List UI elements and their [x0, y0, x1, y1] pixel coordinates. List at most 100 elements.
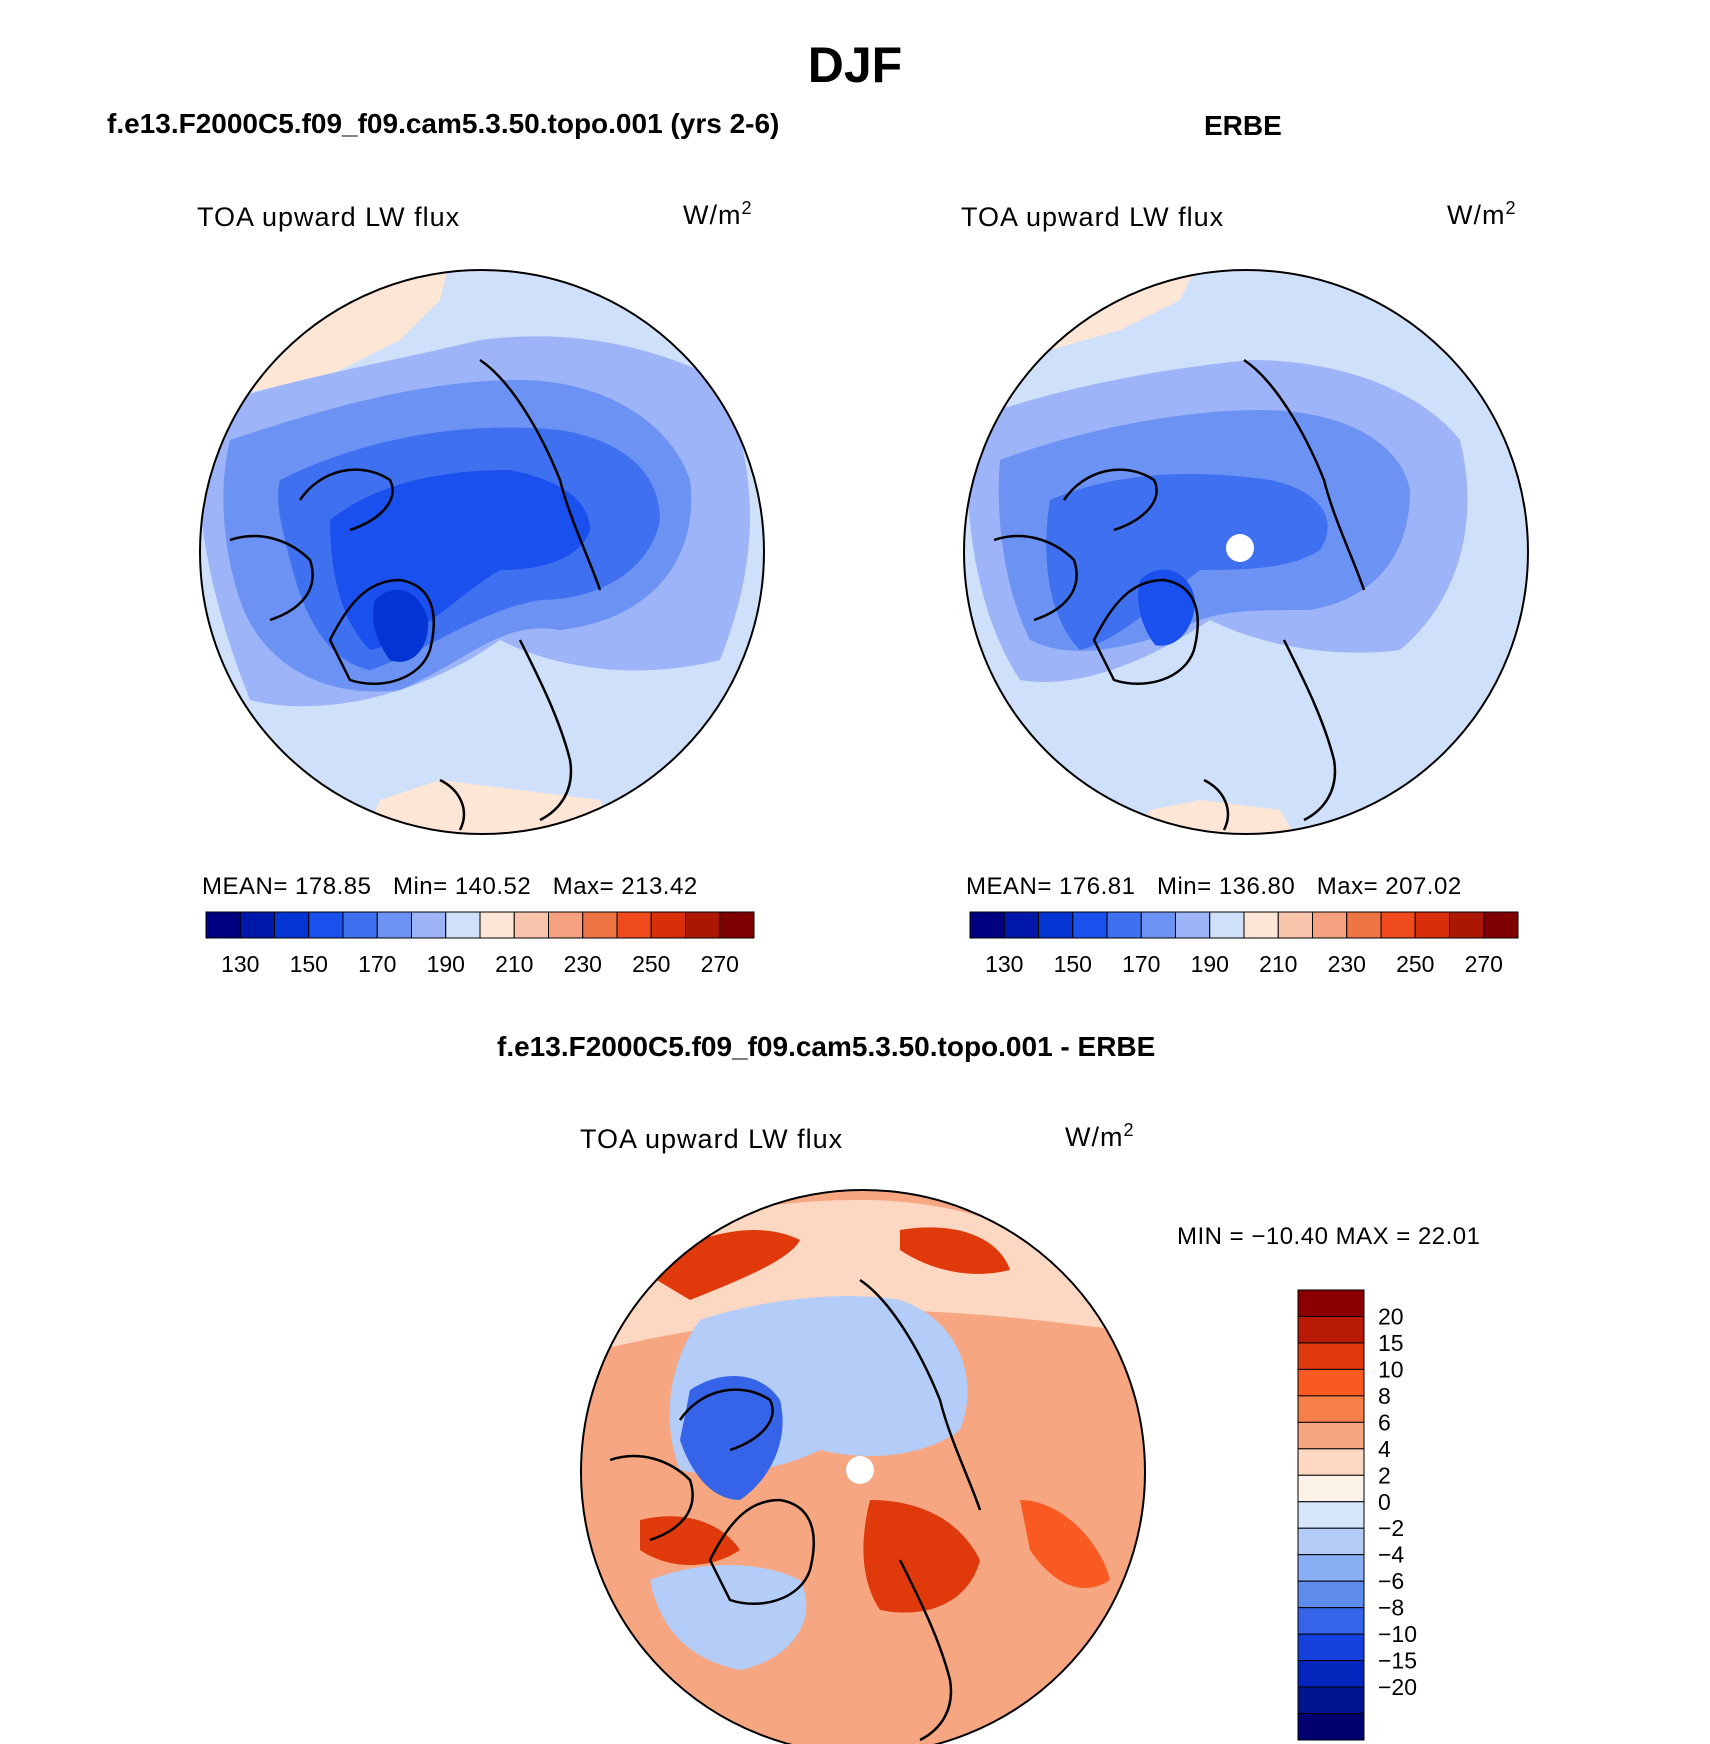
colorbar-swatch: [479, 911, 515, 939]
units-label-obs: W/m2: [1447, 198, 1517, 230]
panel-title-obs: ERBE: [1204, 110, 1282, 141]
colorbar-swatch: [342, 911, 378, 939]
panel-title-model: f.e13.F2000C5.f09_f09.cam5.3.50.topo.001…: [107, 108, 780, 139]
colorbar-tick-label: 250: [1396, 951, 1434, 977]
colorbar-swatch: [1297, 1289, 1365, 1317]
colorbar-tick-label: 0: [1378, 1489, 1391, 1515]
colorbar-swatch: [1449, 911, 1485, 939]
colorbar-tick-label: 8: [1378, 1383, 1391, 1409]
colorbar-tick-label: 2: [1378, 1462, 1391, 1488]
colorbar-tick-label: 10: [1378, 1356, 1404, 1382]
colorbar-swatch: [1175, 911, 1211, 939]
colorbar-tick-label: 190: [1191, 951, 1229, 977]
colorbar-swatch: [1277, 911, 1313, 939]
colorbar-swatch: [1140, 911, 1176, 939]
colorbar-swatch: [1297, 1368, 1365, 1397]
colorbar-swatch: [582, 911, 618, 939]
colorbar-tick-label: −20: [1378, 1674, 1417, 1700]
map-boundary-model: [199, 269, 765, 835]
colorbar-tick-label: 170: [358, 951, 396, 977]
colorbar-swatch: [1297, 1421, 1365, 1450]
colorbar-swatch: [1483, 911, 1519, 939]
colorbar-tick-label: 270: [1465, 951, 1503, 977]
colorbar-tick-label: 210: [1259, 951, 1297, 977]
colorbar-tick-label: −4: [1378, 1542, 1404, 1568]
colorbar-swatch: [1297, 1554, 1365, 1582]
polar-map-obs: [964, 270, 1528, 834]
map-boundary-diff: [580, 1189, 1146, 1744]
colorbar-tick-label: −6: [1378, 1568, 1404, 1594]
colorbar-swatch: [1297, 1633, 1365, 1662]
colorbar-swatch: [239, 911, 275, 939]
colorbar-model: 130 150 170 190 210 230 250 270: [205, 911, 755, 977]
colorbar-swatch: [1297, 1527, 1365, 1556]
units-label-model: W/m2: [683, 198, 753, 230]
variable-label-model: TOA upward LW flux: [197, 202, 461, 232]
colorbar-swatch: [205, 911, 241, 939]
colorbar-swatch: [1003, 911, 1039, 939]
colorbar-obs: 130 150 170 190 210 230 250 270: [969, 911, 1519, 977]
variable-label-diff: TOA upward LW flux: [580, 1124, 844, 1154]
colorbar-swatch: [1312, 911, 1348, 939]
colorbar-swatch: [969, 911, 1005, 939]
colorbar-swatch: [1297, 1474, 1365, 1503]
polar-map-diff: [581, 1190, 1145, 1744]
colorbar-swatch: [1380, 911, 1416, 939]
colorbar-swatch: [719, 911, 755, 939]
colorbar-swatch: [513, 911, 549, 939]
colorbar-swatch: [1346, 911, 1382, 939]
colorbar-swatch: [1297, 1395, 1365, 1423]
colorbar-tick-label: 170: [1122, 951, 1160, 977]
colorbar-swatch: [1297, 1580, 1365, 1609]
colorbar-tick-label: 15: [1378, 1330, 1404, 1356]
colorbar-tick-label: 6: [1378, 1409, 1391, 1435]
colorbar-tick-label: 4: [1378, 1436, 1391, 1462]
colorbar-tick-label: −2: [1378, 1515, 1404, 1541]
colorbar-swatch: [445, 911, 481, 939]
colorbar-swatch: [411, 911, 447, 939]
colorbar-swatch: [308, 911, 344, 939]
colorbar-swatch: [685, 911, 721, 939]
colorbar-tick-label: 150: [290, 951, 328, 977]
map-boundary-obs: [963, 269, 1529, 835]
colorbar-swatch: [1297, 1342, 1365, 1370]
colorbar-swatch: [650, 911, 686, 939]
panel-title-diff: f.e13.F2000C5.f09_f09.cam5.3.50.topo.001…: [497, 1031, 1156, 1062]
colorbar-swatch: [1297, 1448, 1365, 1476]
colorbar-tick-label: −15: [1378, 1648, 1417, 1674]
colorbar-swatch: [1243, 911, 1279, 939]
polar-map-model: [200, 270, 764, 834]
colorbar-tick-label: 250: [632, 951, 670, 977]
colorbar-swatch: [548, 911, 584, 939]
colorbar-tick-label: 270: [701, 951, 739, 977]
colorbar-swatch: [1297, 1501, 1365, 1529]
colorbar-tick-label: 130: [221, 951, 259, 977]
colorbar-swatch: [376, 911, 412, 939]
colorbar-swatch: [1209, 911, 1245, 939]
colorbar-tick-label: 210: [495, 951, 533, 977]
stats-diff: MIN = −10.40 MAX = 22.01: [1177, 1223, 1481, 1250]
stats-model: MEAN= 178.85 Min= 140.52 Max= 213.42: [202, 873, 698, 900]
variable-label-obs: TOA upward LW flux: [961, 202, 1225, 232]
stats-obs: MEAN= 176.81 Min= 136.80 Max= 207.02: [966, 873, 1462, 900]
colorbar-swatch: [1072, 911, 1108, 939]
colorbar-swatch: [1297, 1315, 1365, 1344]
figure-title: DJF: [807, 37, 903, 93]
colorbar-swatch: [1297, 1713, 1365, 1741]
colorbar-tick-label: 190: [427, 951, 465, 977]
colorbar-swatch: [1038, 911, 1074, 939]
colorbar-tick-label: −8: [1378, 1595, 1404, 1621]
colorbar-tick-label: 150: [1054, 951, 1092, 977]
colorbar-swatch: [1414, 911, 1450, 939]
colorbar-tick-label: 230: [564, 951, 602, 977]
units-label-diff: W/m2: [1065, 1120, 1135, 1152]
colorbar-swatch: [274, 911, 310, 939]
colorbar-tick-label: −10: [1378, 1621, 1417, 1647]
colorbar-swatch: [1106, 911, 1142, 939]
colorbar-swatch: [1297, 1607, 1365, 1635]
colorbar-swatch: [1297, 1660, 1365, 1688]
colorbar-swatch: [616, 911, 652, 939]
colorbar-tick-label: 230: [1328, 951, 1366, 977]
